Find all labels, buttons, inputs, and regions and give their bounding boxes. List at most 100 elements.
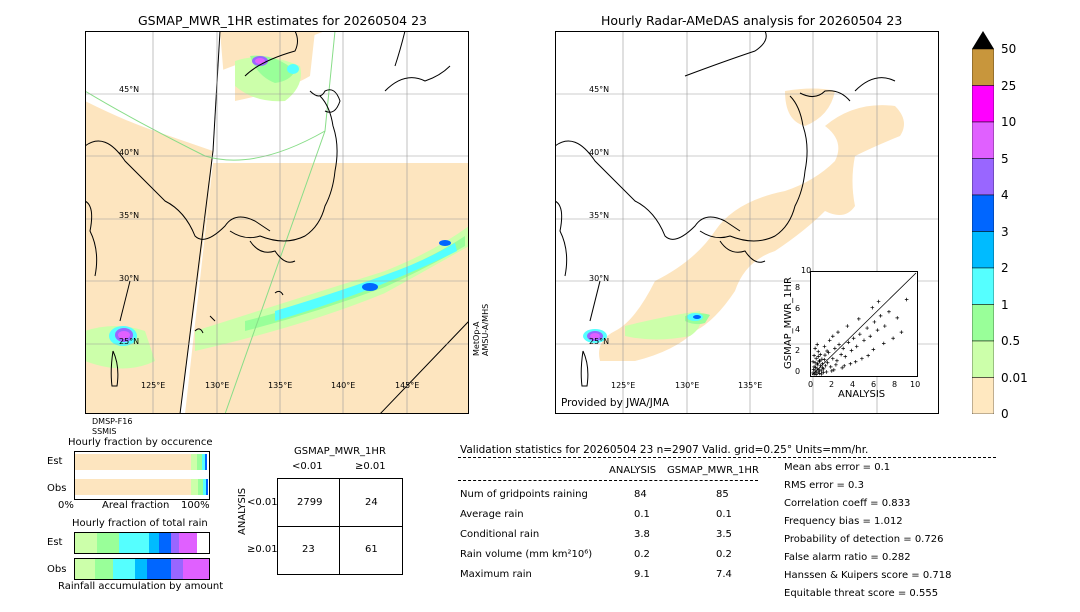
- validation-score: False alarm ratio = 0.282: [784, 552, 911, 563]
- contingency-row-label: <0.01: [247, 497, 278, 508]
- right-lat-label: 25°N: [589, 337, 610, 346]
- validation-row-analysis: 3.8: [634, 529, 650, 540]
- scatter-point: [865, 326, 869, 330]
- validation-row-label: Conditional rain: [460, 529, 540, 540]
- scatter-point: [846, 340, 851, 345]
- scatter-point: [833, 346, 837, 351]
- scatter-point: [813, 360, 817, 365]
- right-lat-label: 40°N: [589, 148, 610, 157]
- scatter-point: [881, 341, 886, 346]
- scatter-plot: [810, 271, 918, 377]
- colorbar-segment: [971, 158, 995, 196]
- validation-row-label: Num of gridpoints raining: [460, 489, 588, 500]
- scatter-point: [891, 336, 895, 341]
- validation-row-gsmap: 0.2: [716, 549, 732, 560]
- validation-score: Mean abs error = 0.1: [784, 462, 891, 473]
- left-lon-label: 125°E: [141, 381, 166, 390]
- validation-row-analysis: 0.1: [634, 509, 650, 520]
- scatter-point: [834, 363, 838, 367]
- left-lat-label: 45°N: [119, 85, 140, 94]
- validation-row-label: Rain volume (mm km²10⁶): [460, 549, 593, 560]
- scatter-point: [811, 359, 815, 364]
- occurrence-obs-bar: [75, 479, 209, 495]
- amount-row-obs: Obs: [47, 564, 67, 575]
- amount-est-bar: [74, 532, 210, 554]
- scatter-point: [860, 356, 864, 361]
- amount-row-est: Est: [47, 537, 63, 548]
- scatter-point: [812, 353, 816, 358]
- scatter-point: [822, 344, 827, 349]
- scatter-point: [817, 358, 822, 363]
- left-map: 45°N 40°N 35°N 30°N 25°N 125°E 130°E 135…: [84, 30, 470, 415]
- scatter-point: [824, 370, 829, 374]
- scatter-y-top-tick: 10: [801, 266, 812, 275]
- scatter-point: [819, 369, 824, 373]
- right-lat-label: 30°N: [589, 274, 610, 283]
- scatter-point: [820, 361, 825, 366]
- colorbar-label: 0.5: [1001, 334, 1021, 348]
- scatter-point: [845, 324, 850, 328]
- validation-row-label: Average rain: [460, 509, 524, 520]
- left-lon-label: 130°E: [205, 381, 230, 390]
- scatter-diagonal: [811, 272, 917, 376]
- scatter-point: [821, 370, 826, 375]
- occurrence-row-obs: Obs: [47, 483, 67, 494]
- left-lat-label: 35°N: [119, 211, 140, 220]
- scatter-point: [841, 346, 845, 351]
- scatter-point: [840, 366, 844, 370]
- colorbar-svg: [971, 31, 995, 415]
- validation-row-analysis: 9.1: [634, 569, 650, 580]
- scatter-point: [842, 364, 847, 368]
- scatter-point: [843, 354, 848, 359]
- scatter-point: [818, 364, 823, 368]
- left-map-canvas: [84, 30, 470, 415]
- colorbar-label: 3: [1001, 224, 1009, 239]
- scatter-point: [813, 346, 817, 351]
- scatter-point: [866, 353, 870, 358]
- scatter-point: [829, 369, 834, 373]
- occurrence-panel: [74, 451, 210, 500]
- scatter-point: [875, 328, 880, 332]
- validation-score: Correlation coeff = 0.833: [784, 498, 911, 509]
- scatter-point: [818, 352, 823, 357]
- contingency-cell: 24: [365, 497, 378, 508]
- right-map-frame: [555, 31, 939, 414]
- scatter-point: [883, 324, 887, 328]
- left-sensor-bottom: SSMIS: [92, 427, 117, 436]
- colorbar-label: 10: [1001, 115, 1017, 129]
- scatter-point: [816, 354, 821, 359]
- left-sensor-right: MetOp-A: [472, 321, 481, 356]
- scatter-point: [857, 317, 861, 321]
- scatter-point: [871, 347, 876, 352]
- left-lat-label: 40°N: [119, 148, 140, 157]
- left-lon-label: 145°E: [395, 381, 420, 390]
- left-lon-label: 135°E: [268, 381, 293, 390]
- left-lat-label: 25°N: [119, 337, 140, 346]
- colorbar-segment: [971, 231, 995, 269]
- scatter-point: [832, 368, 836, 372]
- right-map: 45°N 40°N 35°N 30°N 25°N 125°E 130°E 135…: [554, 30, 939, 414]
- validation-score: Frequency bias = 1.012: [784, 516, 903, 527]
- validation-row-gsmap: 0.1: [716, 509, 732, 520]
- scatter-point: [813, 365, 818, 370]
- scatter-x-tick: 6: [871, 380, 877, 389]
- scatter-point: [853, 359, 858, 364]
- scatter-point: [827, 338, 832, 343]
- scatter-point: [904, 297, 909, 302]
- colorbar-label: 25: [1001, 78, 1017, 93]
- left-map-frame: [85, 31, 469, 414]
- scatter-point: [837, 342, 841, 347]
- scatter-y-tick: 8: [795, 283, 801, 292]
- colorbar-label: 5: [1001, 151, 1009, 166]
- scatter-point: [821, 367, 826, 371]
- areal-axis-label: Areal fraction: [102, 500, 170, 511]
- validation-header-rule: [458, 457, 996, 458]
- left-lon-label: 140°E: [331, 381, 356, 390]
- contingency-table: 2799 24 23 61: [277, 478, 403, 575]
- scatter-x-tick: 8: [892, 380, 898, 389]
- contingency-cell: 2799: [297, 497, 323, 508]
- right-lat-label: 35°N: [589, 211, 610, 220]
- colorbar-label: 4: [1001, 188, 1009, 202]
- occurrence-title: Hourly fraction by occurence: [68, 437, 213, 448]
- colorbar-label: 2: [1001, 261, 1009, 275]
